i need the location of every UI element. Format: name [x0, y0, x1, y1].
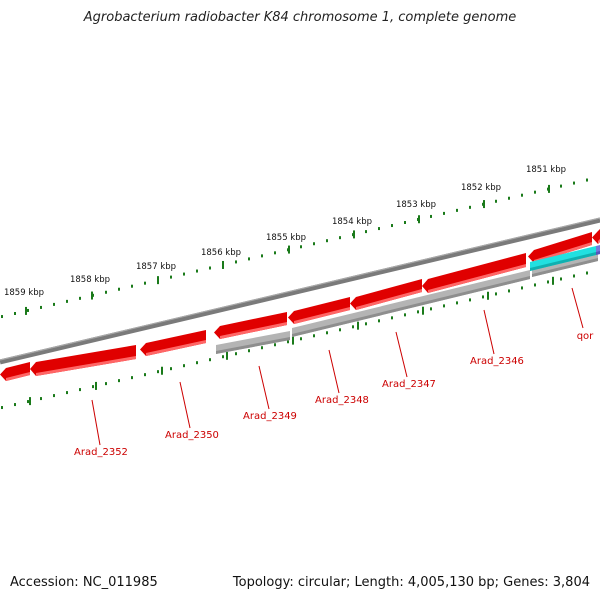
outer-scale-ticks: [1, 178, 588, 319]
accession-text: Accession: NC_011985: [10, 575, 158, 590]
gene-arad-2344: [592, 229, 600, 244]
gene-label-arad-2346: Arad_2346: [470, 356, 524, 367]
label-leader-line: [395, 331, 408, 378]
gene-track: [0, 229, 600, 381]
gene-arad-2352: [30, 345, 136, 376]
gene-arad-2348: [288, 297, 350, 324]
gene-arad-2353: [0, 362, 30, 381]
gene-feature-grey-2: [292, 270, 530, 337]
gene-label-leaders: [91, 287, 584, 446]
gene-arad-2347: [350, 279, 422, 310]
gene-arad-2350: [140, 330, 206, 356]
gene-labels: qor Arad_2346 Arad_2347 Arad_2348 Arad_2…: [74, 331, 594, 458]
gene-label-qor: qor: [577, 331, 594, 342]
gene-arad-2349: [214, 312, 287, 339]
label-leader-line: [483, 309, 495, 355]
gene-qor: [530, 246, 596, 271]
gene-label-arad-2349: Arad_2349: [243, 411, 297, 422]
label-leader-line: [179, 381, 191, 429]
genome-backbone-highlight: [0, 217, 600, 361]
gene-label-arad-2348: Arad_2348: [315, 395, 369, 406]
scale-label-1851: 1851 kbp: [526, 165, 566, 175]
scale-label-1856: 1856 kbp: [201, 248, 241, 258]
scale-labels: 1851 kbp 1852 kbp 1853 kbp 1854 kbp 1855…: [4, 165, 566, 298]
gene-arad-2346: [422, 253, 526, 293]
gene-feature-grey-1: [216, 331, 290, 354]
scale-label-1857: 1857 kbp: [136, 262, 176, 272]
scale-label-1859: 1859 kbp: [4, 288, 44, 298]
scale-label-1853: 1853 kbp: [396, 200, 436, 210]
gene-label-arad-2350: Arad_2350: [165, 430, 219, 441]
gene-label-arad-2347: Arad_2347: [382, 379, 436, 390]
gene-label-arad-2352: Arad_2352: [74, 447, 128, 458]
scale-label-1858: 1858 kbp: [70, 275, 110, 285]
label-leader-line: [258, 365, 270, 410]
map-title: Agrobacterium radiobacter K84 chromosome…: [83, 10, 517, 25]
label-leader-line: [91, 399, 101, 446]
label-leader-line: [328, 349, 340, 394]
genome-backbone: [0, 217, 600, 365]
label-leader-line: [571, 287, 584, 329]
inner-scale-ticks: [1, 271, 588, 410]
gene-feature-blue: [596, 245, 600, 255]
genome-summary-text: Topology: circular; Length: 4,005,130 bp…: [232, 575, 590, 590]
scale-label-1854: 1854 kbp: [332, 217, 372, 227]
scale-label-1855: 1855 kbp: [266, 233, 306, 243]
scale-label-1852: 1852 kbp: [461, 183, 501, 193]
